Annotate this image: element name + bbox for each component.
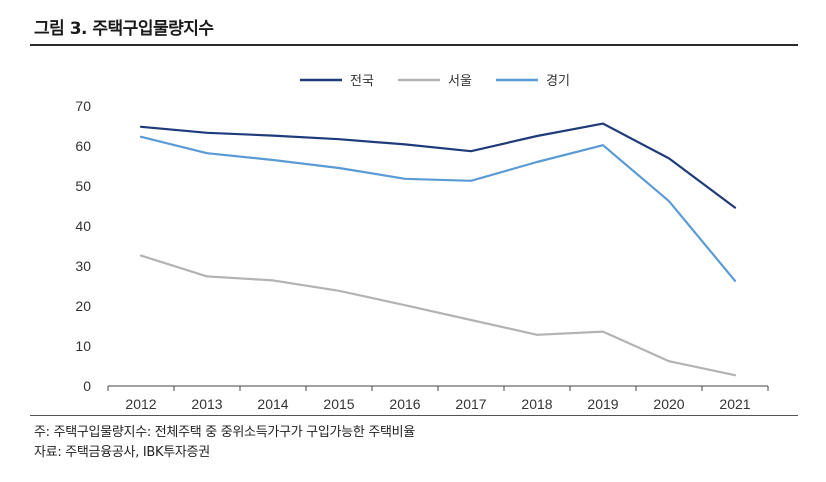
- x-tick-label: 2014: [257, 396, 288, 412]
- y-tick-label: 20: [75, 298, 91, 314]
- title-divider: [30, 44, 798, 46]
- x-tick-label: 2020: [653, 396, 684, 412]
- y-tick-label: 70: [75, 98, 91, 114]
- chart-axes: 2012 2013 2014 2015 2016 2017 2018 2019 2020 2021…: [75, 98, 769, 412]
- x-tick-label: 2021: [719, 396, 750, 412]
- x-tick-label: 2017: [455, 396, 486, 412]
- legend-label: 서울: [448, 74, 472, 89]
- y-tick-label: 60: [75, 138, 91, 154]
- series-line: [139, 254, 737, 377]
- x-tick-label: 2012: [125, 396, 156, 412]
- x-tick-label: 2016: [389, 396, 420, 412]
- x-tick-label: 2015: [323, 396, 354, 412]
- x-tick-label: 2018: [521, 396, 552, 412]
- x-tick-label: 2013: [191, 396, 222, 412]
- figure-source: 자료: 주택금융공사, IBK투자증권: [34, 445, 210, 460]
- y-tick-label: 30: [75, 258, 91, 274]
- series-line: [139, 135, 737, 282]
- chart-legend: 전국 서울 경기: [300, 74, 570, 89]
- y-tick-label: 10: [75, 338, 91, 354]
- series-line: [139, 122, 737, 209]
- y-tick-label: 0: [83, 378, 91, 394]
- figure-note: 주: 주택구입물량지수: 전체주택 중 중위소득가구가 구입가능한 주택비율: [34, 425, 415, 440]
- figure-title: 그림 3. 주택구입물량지수: [34, 19, 214, 39]
- y-tick-label: 50: [75, 178, 91, 194]
- legend-label: 경기: [546, 74, 570, 89]
- footer-divider: [30, 415, 798, 416]
- y-tick-label: 40: [75, 218, 91, 234]
- chart-series: [139, 122, 737, 377]
- legend-label: 전국: [350, 74, 374, 89]
- x-tick-label: 2019: [587, 396, 618, 412]
